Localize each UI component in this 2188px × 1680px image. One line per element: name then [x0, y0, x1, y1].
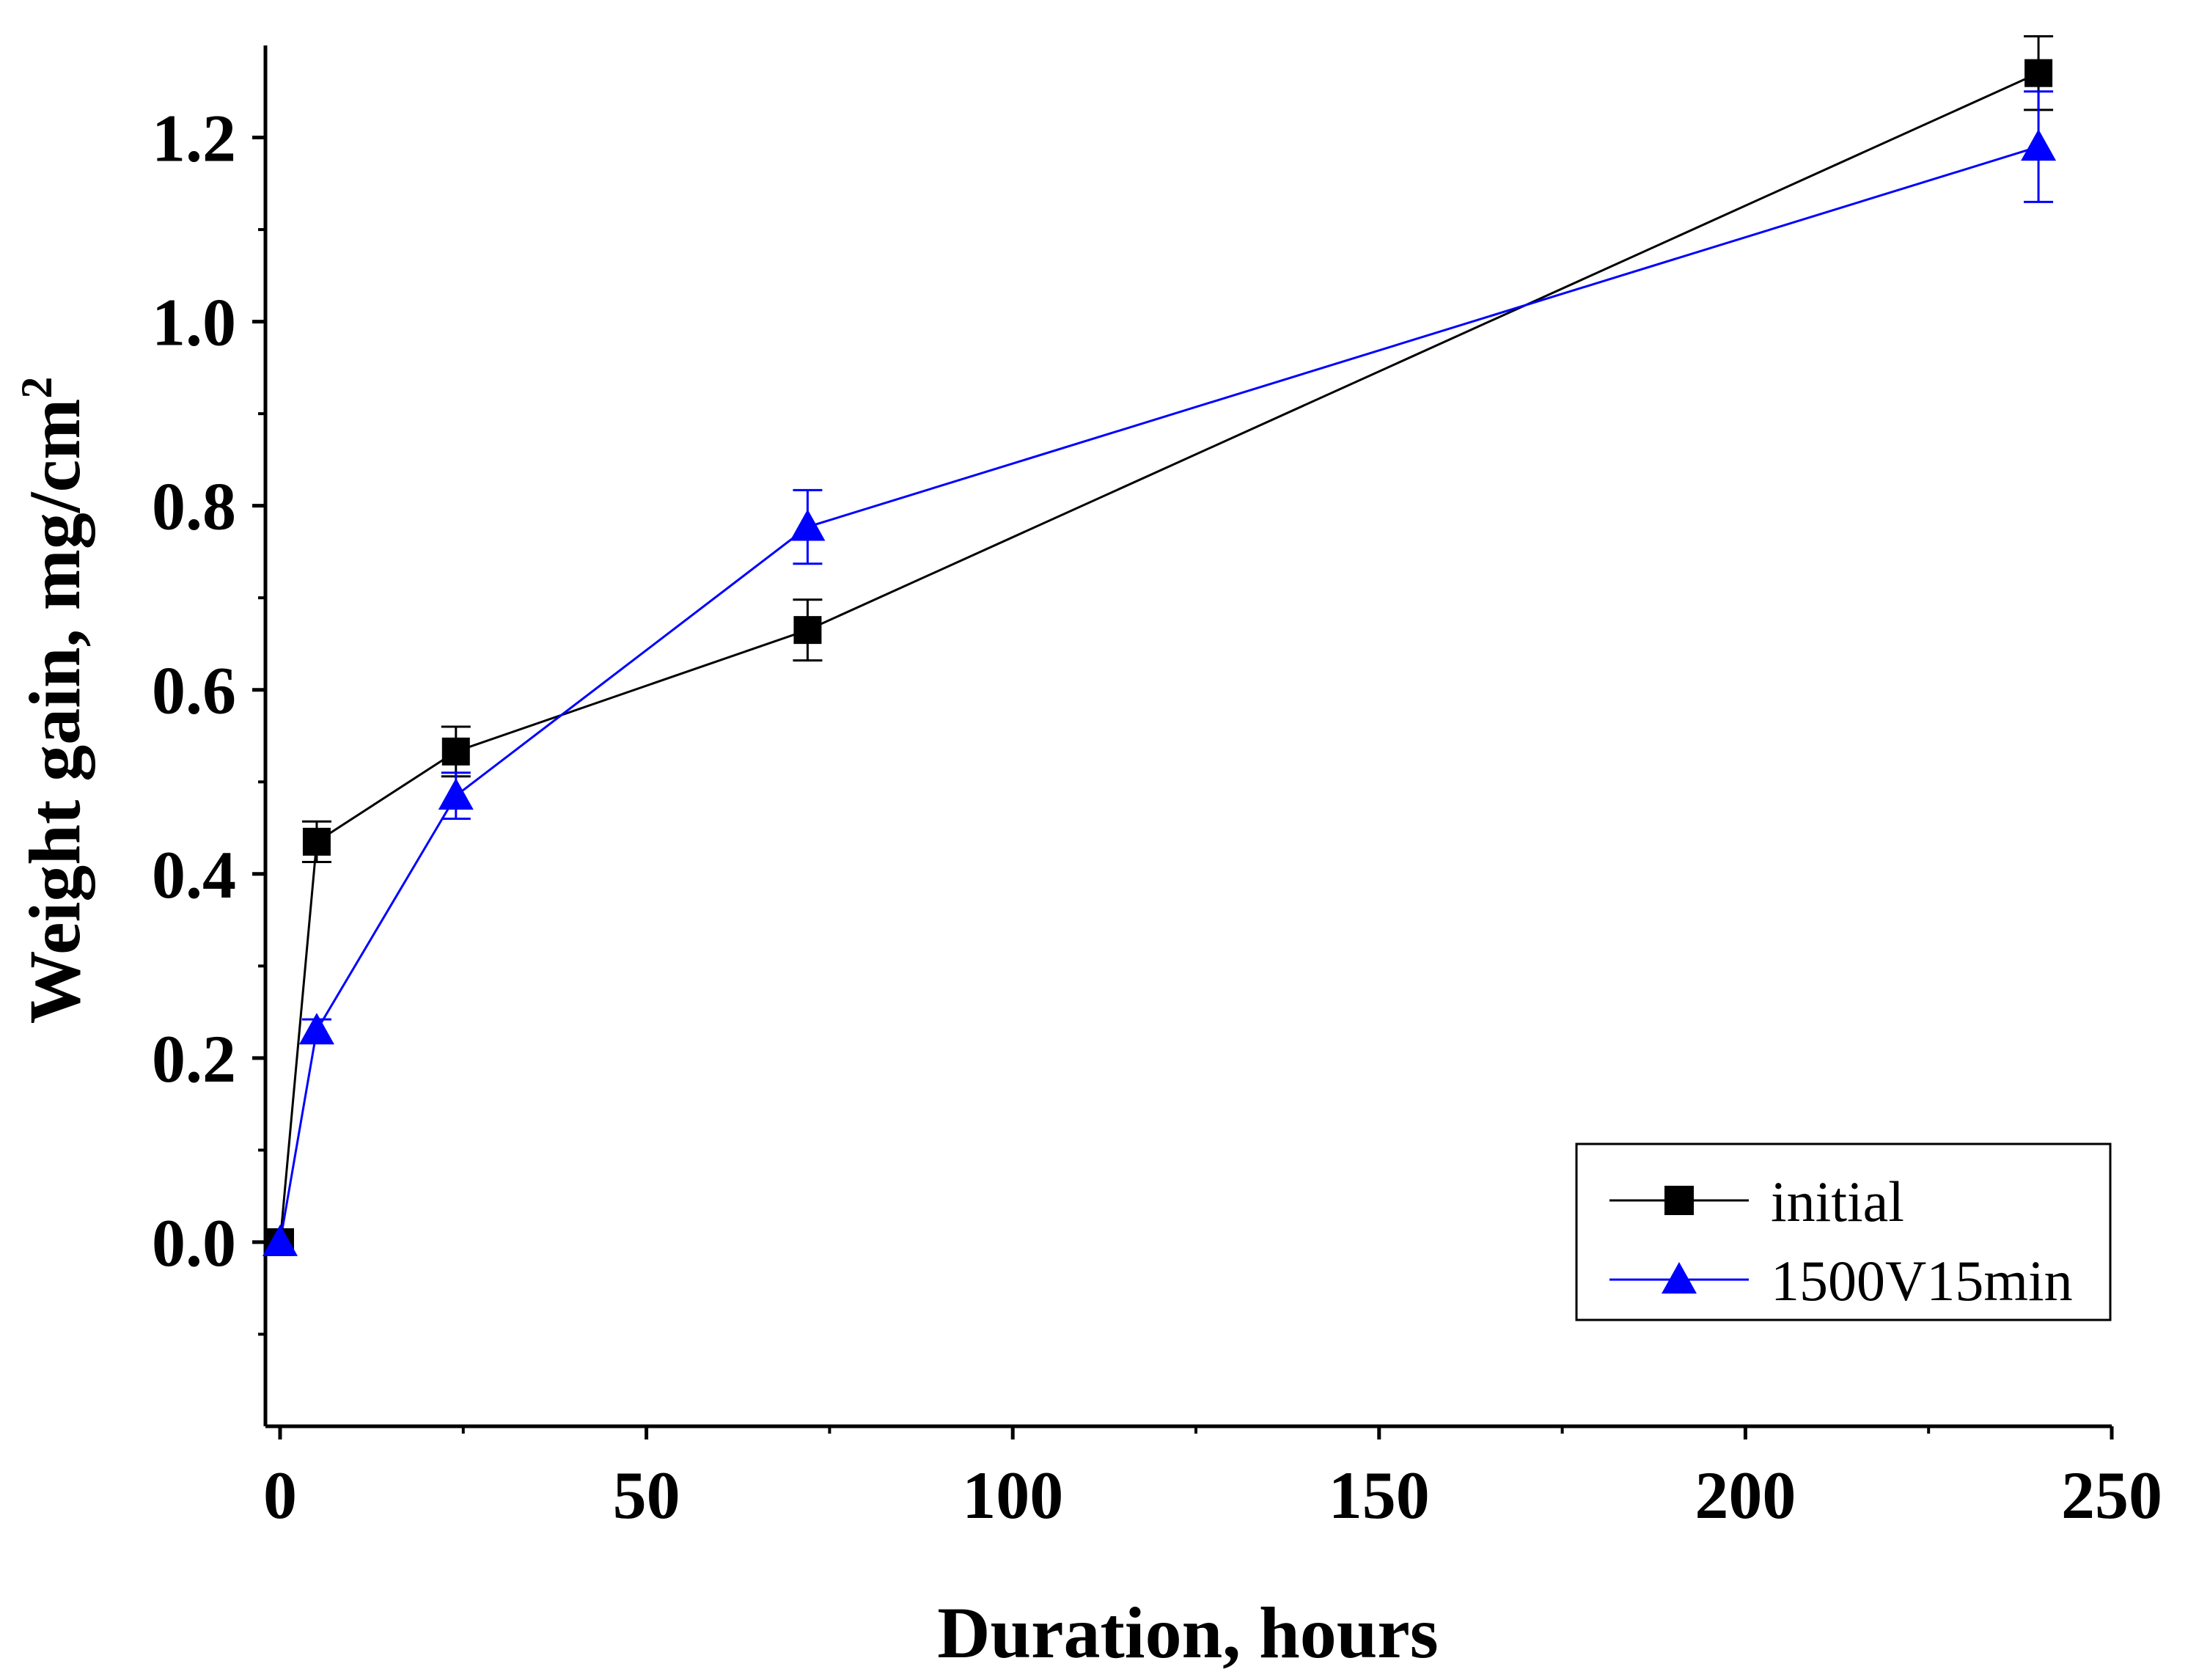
series-layer: [262, 34, 2057, 1256]
data-point-initial: [793, 616, 822, 645]
y-tick-label: 1.0: [152, 285, 236, 360]
legend-label-1500v15min: 1500V15min: [1771, 1249, 2073, 1313]
legend-marker-1500v15min: [1662, 1262, 1697, 1294]
plot-axes: [263, 45, 2112, 1428]
legend: initial 1500V15min: [1575, 1142, 2112, 1321]
data-point-1500v15min: [298, 1013, 334, 1045]
axis-ticks: 0.0 0.2 0.4 0.6 0.8 1.0 1.2 0 50 100 150 200 250: [152, 101, 2162, 1533]
x-tick-label: 0: [263, 1458, 297, 1533]
legend-marker-initial: [1664, 1186, 1694, 1215]
y-axis-title-superscript: 2: [12, 377, 61, 399]
x-axis-title: Duration, hours: [937, 1592, 1438, 1673]
legend-label-initial: initial: [1771, 1170, 1904, 1233]
x-tick-label: 50: [613, 1458, 680, 1533]
y-tick-label: 0.4: [152, 837, 236, 912]
x-tick-label: 250: [2061, 1458, 2162, 1533]
series-line-initial: [279, 72, 2039, 1243]
data-point-1500v15min: [262, 1224, 298, 1256]
y-tick-label: 1.2: [152, 101, 236, 176]
x-tick-label: 100: [962, 1458, 1063, 1533]
data-point-1500v15min: [790, 509, 826, 541]
y-axis-title: Weight gain, mg/cm2: [12, 377, 95, 1024]
data-point-initial: [302, 827, 331, 856]
y-tick-label: 0.0: [152, 1206, 236, 1280]
series-line-1500v15min: [279, 145, 2039, 1243]
y-tick-label: 0.2: [152, 1021, 236, 1096]
y-tick-label: 0.6: [152, 653, 236, 728]
data-point-1500v15min: [438, 778, 474, 810]
x-tick-label: 200: [1695, 1458, 1796, 1533]
y-tick-label: 0.8: [152, 469, 236, 544]
y-axis-title-text: Weight gain, mg/cm: [14, 399, 95, 1024]
data-point-1500v15min: [2021, 129, 2057, 161]
data-point-initial: [441, 737, 470, 766]
x-tick-label: 150: [1329, 1458, 1430, 1533]
data-point-initial: [2024, 59, 2053, 87]
